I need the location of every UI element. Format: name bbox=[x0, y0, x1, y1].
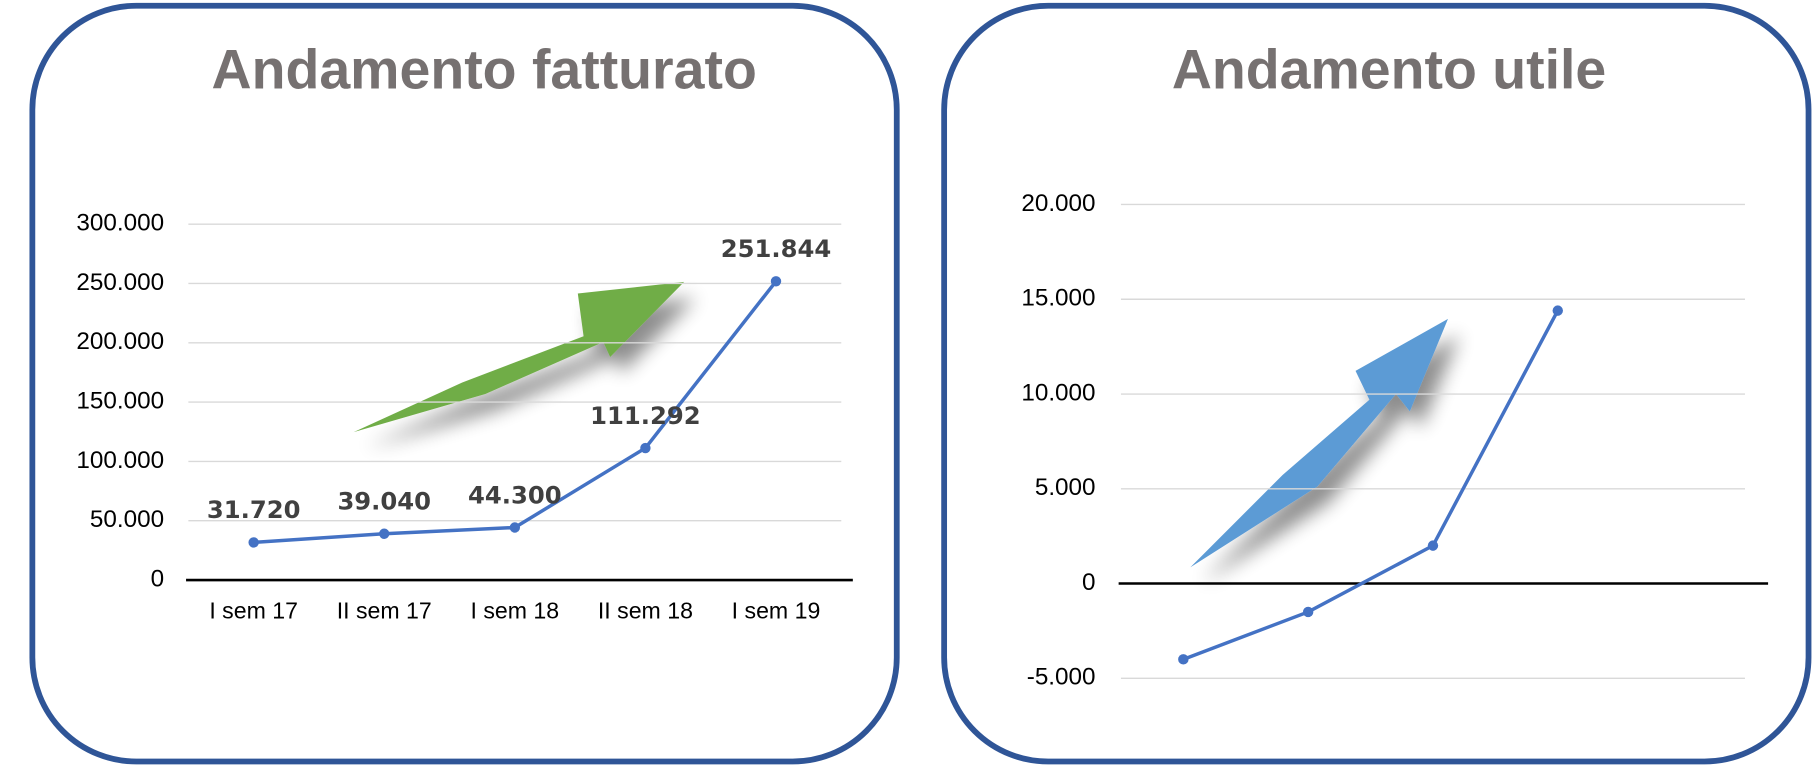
y-tick-label: 100.000 bbox=[76, 447, 164, 474]
y-tick-label: 10.000 bbox=[1021, 379, 1095, 406]
point bbox=[640, 442, 651, 454]
chart-title: Andamento fatturato bbox=[212, 39, 757, 101]
chart-title: Andamento utile bbox=[1172, 39, 1606, 101]
x-tick-label: I sem 17 bbox=[209, 598, 298, 624]
point bbox=[379, 528, 390, 539]
y-tick-label: 300.000 bbox=[76, 210, 164, 237]
point bbox=[248, 537, 259, 548]
data-label: 44.300 bbox=[468, 480, 562, 509]
y-tick-label: 0 bbox=[151, 565, 165, 592]
y-tick-label: 250.000 bbox=[76, 269, 164, 296]
y-tick-label: 150.000 bbox=[76, 388, 164, 415]
y-tick-label: 0 bbox=[1082, 569, 1096, 596]
x-tick-label: I sem 19 bbox=[732, 598, 821, 624]
data-label: 251.844 bbox=[721, 234, 831, 263]
x-tick-label: II sem 17 bbox=[337, 598, 432, 624]
point bbox=[1427, 540, 1439, 551]
blue-arrow bbox=[1190, 318, 1448, 568]
point bbox=[1178, 654, 1189, 665]
x-tick-label: II sem 18 bbox=[598, 598, 693, 624]
point bbox=[1552, 305, 1563, 316]
point bbox=[509, 522, 521, 533]
y-tick-label: -5.000 bbox=[1027, 664, 1096, 691]
point bbox=[770, 276, 782, 287]
y-tick-label: 20.000 bbox=[1021, 190, 1095, 217]
y-tick-label: 50.000 bbox=[90, 506, 164, 533]
data-label: 39.040 bbox=[337, 487, 431, 516]
y-tick-label: 15.000 bbox=[1021, 285, 1095, 312]
y-tick-label: 5.000 bbox=[1035, 474, 1096, 501]
green-arrow bbox=[353, 281, 685, 433]
line bbox=[1182, 309, 1560, 661]
x-tick-label: I sem 18 bbox=[471, 598, 560, 624]
data-label: 111.292 bbox=[590, 401, 700, 430]
data-label: 31.720 bbox=[207, 495, 301, 524]
y-tick-label: 200.000 bbox=[76, 328, 164, 355]
point bbox=[1302, 606, 1314, 618]
